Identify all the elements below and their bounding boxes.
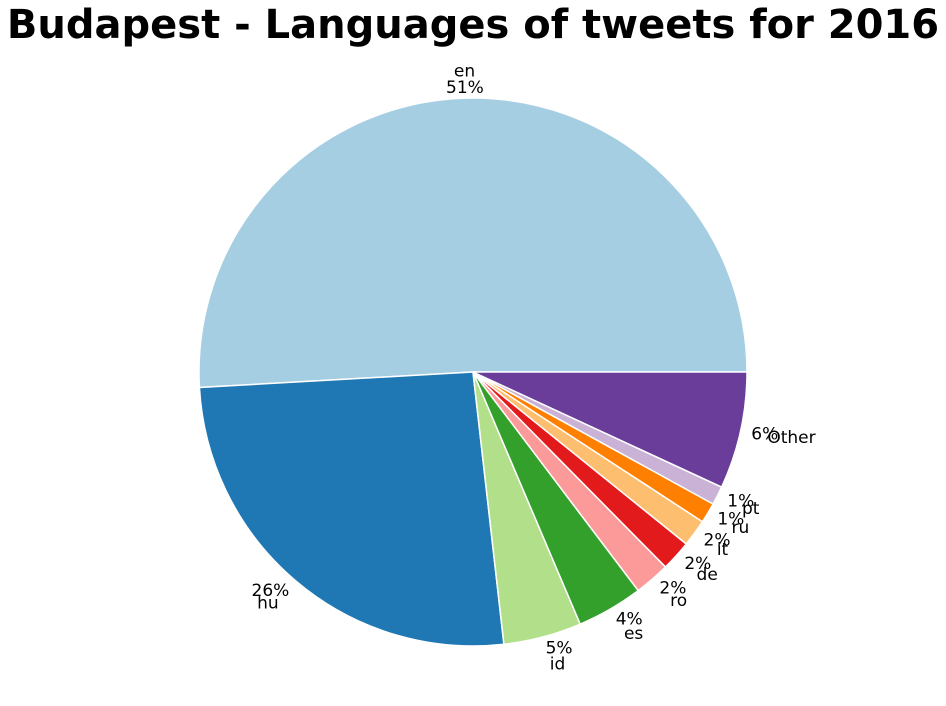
slice-percent-hu: 26% bbox=[252, 581, 290, 601]
slice-label-other: Other bbox=[767, 428, 815, 448]
slice-percent-it: 2% bbox=[704, 530, 731, 550]
slice-percent-pt: 1% bbox=[727, 492, 754, 512]
pie-slice-hu bbox=[198, 371, 505, 647]
pie-slice-en bbox=[198, 97, 748, 389]
pie-labels: en51%hu26%id5%es4%ro2%de2%it2%ru1%pt1%Ot… bbox=[252, 62, 816, 675]
slice-percent-es: 4% bbox=[616, 610, 643, 630]
slice-label-id: id bbox=[550, 654, 566, 674]
chart-title: Budapest - Languages of tweets for 2016 bbox=[7, 2, 939, 48]
slice-label-it: it bbox=[717, 540, 729, 560]
slice-percent-id: 5% bbox=[546, 639, 573, 659]
pie-slices bbox=[198, 97, 748, 647]
slice-percent-en: 51% bbox=[446, 78, 484, 98]
pie-slice-other bbox=[472, 371, 748, 489]
slice-label-es: es bbox=[624, 624, 643, 644]
slice-percent-ru: 1% bbox=[717, 510, 744, 530]
slice-label-ru: ru bbox=[731, 518, 749, 538]
slice-percent-other: 6% bbox=[751, 424, 778, 444]
slice-label-ro: ro bbox=[670, 591, 687, 611]
slice-label-de: de bbox=[697, 565, 718, 585]
slice-label-pt: pt bbox=[742, 499, 760, 519]
slice-percent-ro: 2% bbox=[659, 579, 686, 599]
slice-label-en: en bbox=[454, 62, 475, 82]
slice-label-hu: hu bbox=[257, 593, 279, 613]
slice-percent-de: 2% bbox=[684, 554, 711, 574]
